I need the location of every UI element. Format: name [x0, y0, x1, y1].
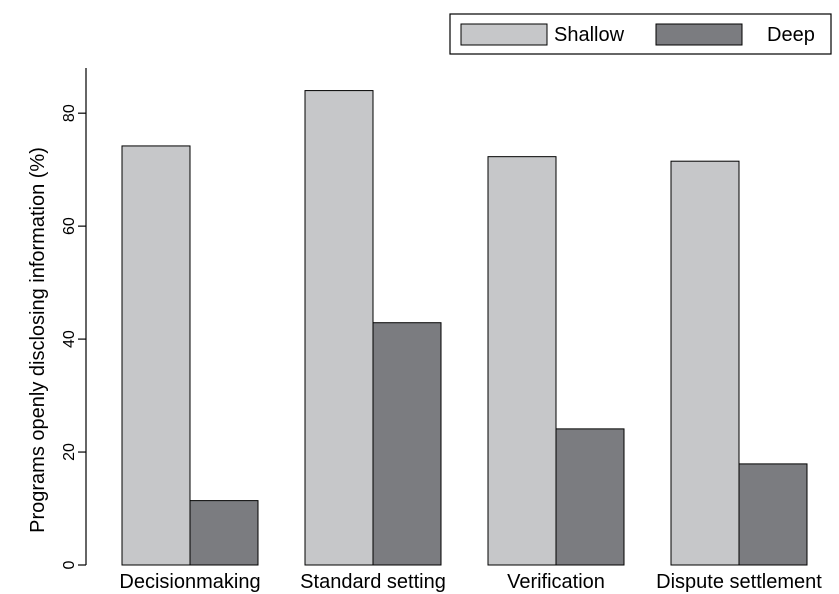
bar-shallow-3 — [670, 160, 740, 566]
legend-label-shallow: Shallow — [554, 24, 625, 46]
y-tick-label: 60 — [61, 217, 78, 235]
legend: Shallow Deep — [449, 13, 832, 55]
bar-shallow-0 — [121, 145, 191, 566]
bar-deep-3 — [738, 463, 808, 566]
x-category-label: Dispute settlement — [656, 571, 822, 593]
legend-swatch-shallow — [460, 23, 548, 46]
y-axis-title: Programs openly disclosing information (… — [27, 147, 49, 533]
y-tick-label: 40 — [61, 330, 78, 348]
y-tick-label: 80 — [61, 104, 78, 122]
bar-deep-0 — [189, 500, 259, 566]
legend-label-deep: Deep — [767, 24, 815, 46]
x-category-label: Verification — [507, 571, 605, 593]
y-tick-label: 0 — [61, 560, 78, 569]
legend-swatch-deep — [655, 23, 743, 46]
bars — [121, 90, 808, 566]
bar-deep-2 — [555, 428, 625, 566]
y-axis: 0 20 40 60 80 — [61, 68, 87, 569]
x-category-label: Standard setting — [300, 571, 446, 593]
bar-deep-1 — [372, 322, 442, 566]
bar-shallow-2 — [487, 156, 557, 566]
x-category-label: Decisionmaking — [119, 571, 260, 593]
y-tick-label: 20 — [61, 443, 78, 461]
x-axis-labels: Decisionmaking Standard setting Verificati… — [119, 571, 822, 593]
bar-shallow-1 — [304, 90, 374, 566]
